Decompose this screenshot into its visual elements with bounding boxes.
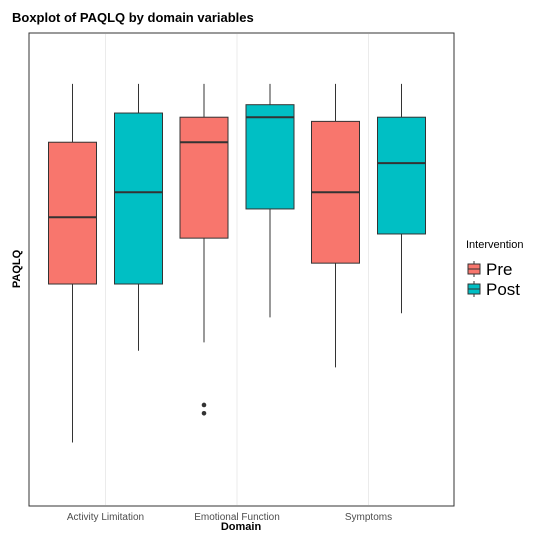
iqr-box bbox=[377, 116, 426, 235]
legend-title: Intervention bbox=[466, 239, 523, 251]
box-post-1 bbox=[245, 83, 295, 318]
legend-label: Post bbox=[486, 280, 520, 299]
chart-title: Boxplot of PAQLQ by domain variables bbox=[12, 10, 254, 25]
x-tick-label: Symptoms bbox=[345, 512, 392, 523]
legend-item-pre: Pre bbox=[467, 260, 512, 279]
x-axis-title: Domain bbox=[221, 521, 262, 533]
outlier-point bbox=[201, 402, 207, 408]
x-axis-ticks: Activity Limitation Emotional Function Sym… bbox=[67, 512, 392, 523]
box-post-2 bbox=[377, 83, 426, 314]
grid-lines bbox=[105, 34, 369, 505]
iqr-box bbox=[245, 104, 295, 210]
box-pre-0 bbox=[48, 83, 97, 443]
legend-label: Pre bbox=[486, 260, 512, 279]
outlier-point bbox=[201, 410, 207, 416]
x-tick-label: Emotional Function bbox=[194, 512, 280, 523]
iqr-box bbox=[48, 141, 97, 285]
legend-item-post: Post bbox=[467, 280, 520, 299]
boxes bbox=[48, 83, 426, 443]
box-pre-2 bbox=[311, 83, 360, 368]
iqr-box bbox=[114, 112, 163, 285]
x-tick-label: Activity Limitation bbox=[67, 512, 144, 523]
iqr-box bbox=[179, 116, 229, 239]
y-axis-title: PAQLQ bbox=[11, 249, 23, 288]
box-pre-1 bbox=[179, 83, 229, 416]
plot-panel bbox=[28, 32, 455, 507]
box-post-0 bbox=[114, 83, 163, 351]
